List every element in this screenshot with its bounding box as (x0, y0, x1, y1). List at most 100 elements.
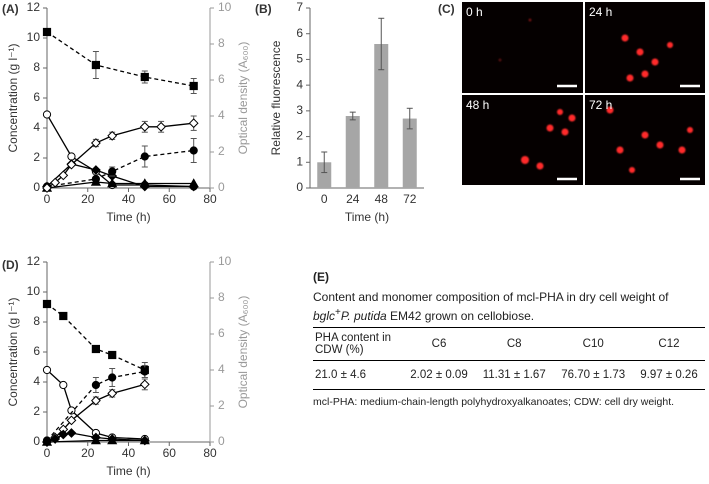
panel-label: (B) (255, 2, 272, 16)
y2-tick-label: 6 (218, 326, 225, 340)
column-header: C8 (474, 327, 554, 361)
y-tick-label: 0 (296, 180, 303, 194)
series-line (46, 370, 145, 441)
marker (90, 176, 101, 186)
table-note: mcl-PHA: medium-chain-length polyhydroxy… (313, 396, 675, 408)
y2-tick-label: 2 (218, 144, 225, 158)
marker (42, 27, 52, 37)
y2-tick-label: 2 (218, 398, 225, 412)
series-line (46, 439, 145, 443)
panel-label: (A) (2, 2, 19, 16)
marker (140, 72, 149, 82)
y-tick-label: 2 (296, 129, 303, 143)
y-tick-label: 4 (33, 120, 40, 134)
marker (156, 121, 167, 132)
column-header: C12 (632, 327, 705, 361)
y-tick-label: 4 (33, 374, 40, 388)
tile-label: 48 h (466, 98, 489, 112)
image-tile (462, 95, 583, 185)
y-tick-label: 3 (296, 103, 303, 117)
y-tick-label: 1 (296, 154, 303, 168)
y-tick-label: 2 (33, 404, 40, 418)
marker (41, 436, 53, 446)
x-tick-label: 40 (122, 192, 136, 206)
column-header: C6 (403, 327, 475, 361)
caption-sup: + (335, 307, 341, 318)
marker (107, 388, 118, 399)
marker (188, 118, 199, 129)
cell: 21.0 ± 4.6 (315, 369, 367, 381)
y-tick-label: 0 (33, 180, 40, 194)
y-tick-label: 8 (33, 314, 40, 328)
y-tick-label: 6 (296, 26, 303, 40)
x-axis-label: Time (h) (106, 464, 150, 478)
x-tick-label: 72 (403, 192, 417, 206)
caption-gene: bglc (313, 309, 336, 323)
y-tick-label: 10 (27, 30, 41, 44)
x-axis-label: Time (h) (106, 210, 150, 224)
table: PHA content in CDW (%) C6 C8 C10 C12 21.… (313, 327, 705, 390)
y2-tick-label: 4 (218, 362, 225, 376)
marker (139, 435, 150, 445)
y-tick-label: 6 (33, 344, 40, 358)
y-tick-label: 0 (33, 434, 40, 448)
y2-tick-label: 0 (218, 434, 225, 448)
y-axis-label: Relative fluorescence (269, 40, 283, 155)
cells (498, 18, 693, 173)
x-tick-label: 60 (163, 192, 177, 206)
marker (140, 152, 149, 161)
column-header: C10 (553, 327, 633, 361)
marker (189, 146, 198, 155)
cell: 76.70 ± 1.73 (561, 369, 626, 381)
x-tick-label: 48 (375, 192, 389, 206)
y2-tick-label: 10 (218, 254, 232, 268)
x-tick-label: 0 (321, 192, 328, 206)
series-line (46, 114, 194, 188)
y2-tick-label: 4 (218, 108, 225, 122)
bar (317, 162, 332, 188)
cell: 9.97 ± 0.26 (640, 369, 698, 381)
marker (59, 380, 68, 390)
marker (59, 311, 68, 321)
bar (345, 116, 360, 188)
x-tick-label: 40 (122, 446, 136, 460)
y2-tick-label: 8 (218, 290, 225, 304)
y-tick-label: 12 (27, 0, 41, 14)
y-axis-label: Concentration (g l⁻¹) (6, 43, 20, 152)
caption-text: Content and monomer composition of mcl-P… (313, 290, 669, 304)
image-tile (585, 95, 705, 185)
y2-tick-label: 0 (218, 180, 225, 194)
y-tick-label: 10 (27, 284, 41, 298)
y-axis-label: Concentration (g l⁻¹) (6, 297, 20, 406)
panel-label: (E) (313, 270, 329, 284)
column-header: PHA content in CDW (%) (313, 327, 403, 361)
series-line (46, 163, 194, 188)
marker (42, 299, 52, 309)
marker (189, 81, 198, 91)
panel-label: (C) (438, 2, 455, 16)
marker (108, 167, 117, 176)
y-tick-label: 4 (296, 77, 303, 91)
caption-species: P. putida (340, 309, 387, 323)
x-tick-label: 60 (163, 446, 177, 460)
marker (140, 367, 149, 376)
x-tick-label: 80 (203, 192, 217, 206)
marker (139, 379, 150, 390)
marker (107, 178, 118, 188)
y2-axis-label: Optical density (A₆₀₀) (236, 296, 250, 409)
x-axis-label: Time (h) (345, 210, 389, 224)
marker (91, 60, 101, 70)
x-tick-label: 20 (81, 192, 95, 206)
micrographs: 0 h 24 h 48 h 72 h (462, 2, 705, 185)
marker (91, 344, 101, 354)
table-panel: (E) Content and monomer composition of m… (313, 270, 705, 408)
marker (58, 429, 69, 440)
marker (42, 110, 52, 119)
marker (58, 170, 69, 181)
y-tick-label: 6 (33, 90, 40, 104)
marker (108, 373, 117, 382)
marker (67, 152, 76, 161)
marker (66, 415, 77, 426)
